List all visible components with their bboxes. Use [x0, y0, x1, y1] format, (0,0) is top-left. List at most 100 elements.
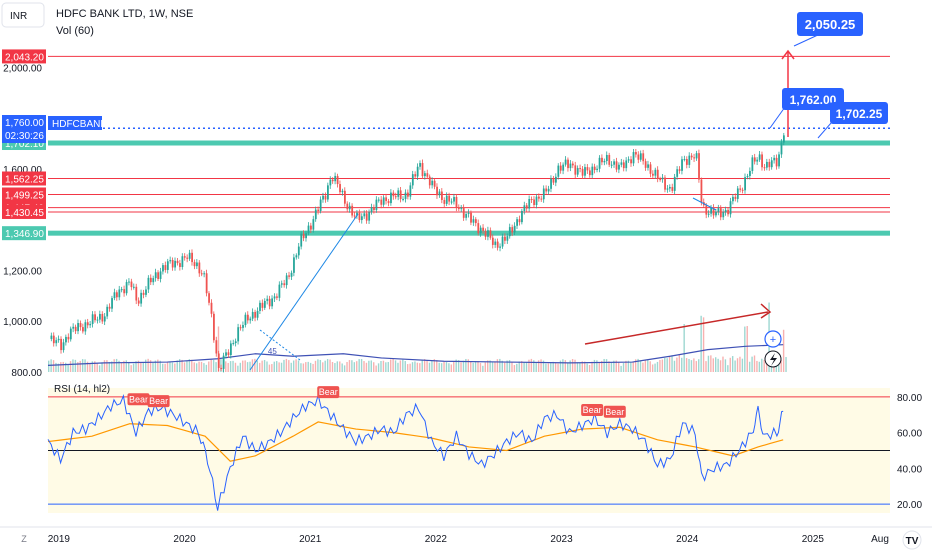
trendline-dotted[interactable] — [259, 329, 301, 361]
candle-body — [719, 208, 722, 218]
price-level-tag-text: 1,702.10 — [5, 139, 44, 150]
volume-bar — [440, 363, 443, 372]
candle-body — [664, 177, 666, 190]
volume-bar — [625, 360, 627, 372]
candle-body — [188, 252, 191, 259]
volume-bar — [326, 359, 329, 372]
price-level-tag[interactable] — [2, 226, 46, 241]
candle-body — [474, 219, 477, 224]
volume-bar — [758, 361, 761, 372]
candle-body — [116, 292, 118, 298]
candle-body — [128, 281, 130, 283]
candle-body — [656, 169, 659, 179]
candle-body — [120, 289, 123, 291]
alert-icon[interactable] — [764, 350, 782, 368]
candle-body — [758, 154, 761, 160]
callout-1762[interactable]: 1,762.00 — [782, 88, 844, 110]
bear-label-box[interactable] — [147, 395, 170, 408]
volume-bar — [319, 359, 322, 372]
bear-label-box[interactable] — [581, 404, 604, 416]
candle-body — [346, 203, 349, 210]
candle-body — [513, 225, 516, 233]
volume-bar — [508, 360, 511, 372]
candle-body — [562, 164, 565, 171]
callout-1702[interactable]: 1,702.25 — [830, 102, 888, 124]
candle-body — [671, 187, 674, 191]
volume-bar — [52, 360, 55, 372]
trendline-diagonal[interactable] — [249, 213, 359, 371]
candle-body — [445, 195, 448, 204]
price-level-tag[interactable] — [2, 204, 46, 219]
volume-bar — [457, 360, 460, 372]
compare-icon[interactable]: + — [764, 330, 782, 348]
volume-bar — [644, 360, 647, 372]
volume-bar — [496, 359, 499, 372]
candle-body — [649, 164, 652, 174]
volume-bar — [448, 363, 450, 372]
volume-bar — [48, 360, 50, 372]
bear-label-box[interactable] — [603, 405, 626, 418]
candle-body — [433, 180, 436, 187]
candle-body — [213, 313, 215, 341]
volume-bar — [302, 363, 305, 372]
volume-bar — [164, 363, 166, 372]
volume-bar — [339, 361, 341, 372]
candle-body — [164, 265, 167, 270]
candle-body — [516, 219, 519, 226]
volume-bar — [217, 326, 220, 372]
volume-bar — [176, 360, 178, 372]
svg-text:Z: Z — [21, 534, 27, 544]
volume-bar — [249, 361, 251, 372]
bear-label-box[interactable] — [127, 393, 150, 406]
volume-bar — [719, 360, 722, 372]
bear-label-box[interactable] — [317, 386, 340, 399]
volume-bar — [438, 362, 440, 372]
callout-2050[interactable]: 2,050.25 — [797, 12, 863, 36]
candle-body — [593, 166, 596, 170]
volume-bar — [181, 359, 183, 372]
candle-body — [644, 161, 647, 168]
candle-body — [319, 199, 322, 211]
candle-body — [457, 207, 460, 209]
volume-bar — [108, 361, 111, 372]
volume-bar — [195, 363, 198, 372]
price-level-tag[interactable] — [2, 171, 46, 186]
candle-body — [530, 199, 533, 201]
candle-body — [596, 168, 599, 170]
volume-bar — [722, 356, 724, 372]
time-axis-label: 2019 — [48, 534, 71, 545]
rsi-title: RSI (14, hl2) — [54, 384, 110, 395]
support-zone-line[interactable] — [48, 140, 890, 146]
volume-bar — [373, 362, 375, 372]
volume-bar — [268, 364, 271, 372]
volume-bar — [506, 360, 508, 372]
candle-body — [74, 326, 77, 332]
candle-body — [571, 163, 574, 166]
volume-bar — [664, 357, 666, 372]
volume-bar — [494, 361, 496, 372]
volume-bar — [285, 358, 288, 372]
candle-body — [608, 154, 611, 165]
price-level-tag[interactable] — [2, 49, 46, 64]
volume-bar — [290, 362, 292, 372]
support-zone-line[interactable] — [48, 230, 890, 236]
volume-bar — [305, 362, 307, 372]
rsi-axis-label: 80.00 — [897, 393, 922, 404]
price-level-tag[interactable] — [2, 187, 46, 202]
currency-button[interactable] — [1, 2, 45, 28]
volume-bar — [634, 359, 637, 372]
trendline-short[interactable] — [692, 197, 717, 211]
candle-body — [630, 159, 632, 164]
volume-bar — [147, 358, 149, 372]
candle-body — [140, 292, 143, 304]
candle-body — [266, 298, 269, 301]
volume-trend-arrow[interactable] — [584, 311, 769, 345]
timezone-icon[interactable]: Z — [21, 534, 27, 544]
volume-bar — [154, 360, 157, 372]
candle-body — [683, 159, 686, 161]
volume-bar — [423, 359, 426, 372]
volume-bar — [649, 361, 651, 372]
candle-body — [666, 188, 669, 190]
